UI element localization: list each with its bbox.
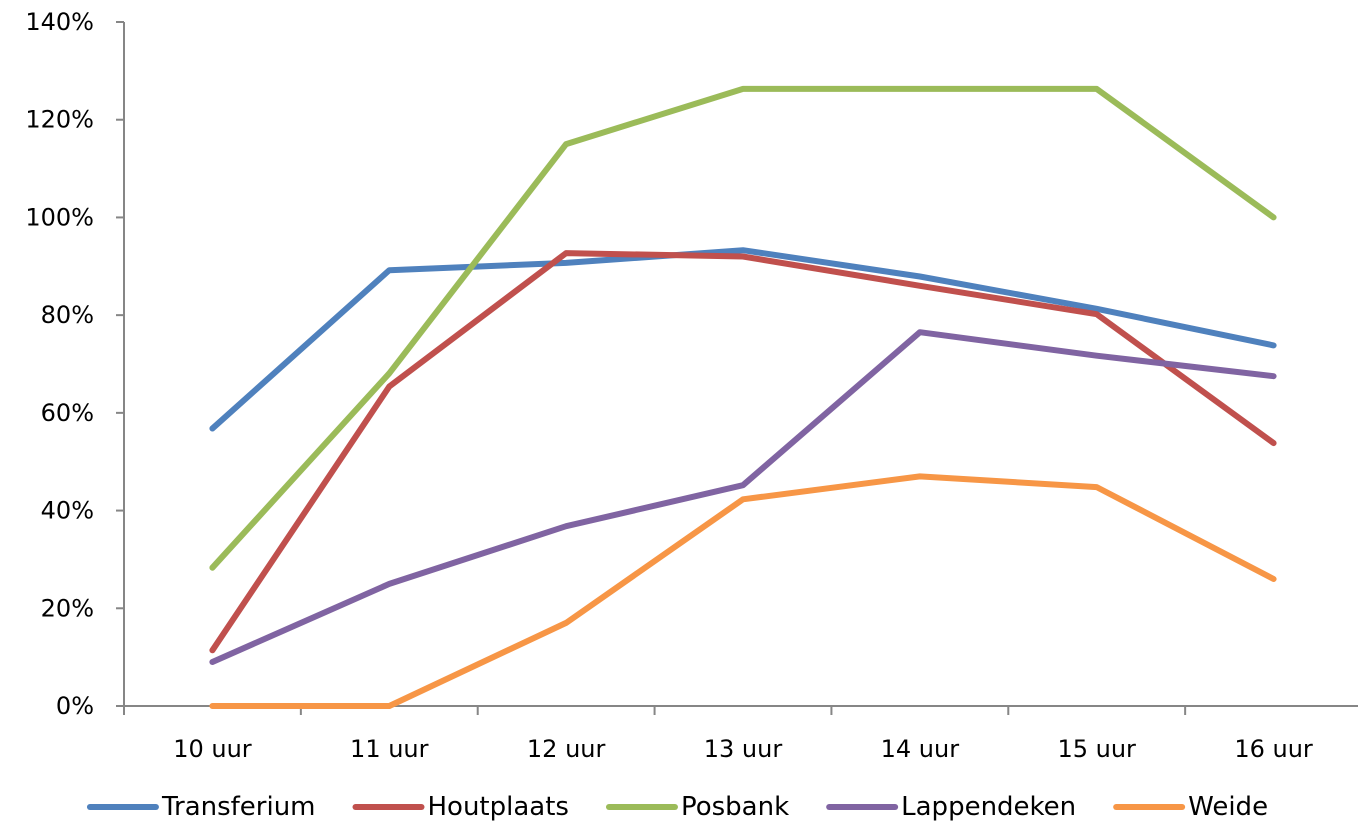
legend-label: Houtplaats <box>428 792 569 822</box>
series-line-posbank <box>209 85 1277 571</box>
y-tick-label: 40% <box>41 497 94 525</box>
legend-item-transferium: Transferium <box>86 792 316 822</box>
y-tick-label: 120% <box>25 106 94 134</box>
x-tick-label: 12 uur <box>527 735 606 763</box>
y-tick-label: 140% <box>25 8 94 36</box>
legend-item-lappendeken: Lappendeken <box>826 792 1076 822</box>
x-tick-label: 10 uur <box>173 735 252 763</box>
legend-label: Posbank <box>681 792 789 822</box>
legend-item-houtplaats: Houtplaats <box>352 792 569 822</box>
series-lines <box>209 85 1277 709</box>
x-tick-label: 13 uur <box>704 735 783 763</box>
legend-label: Weide <box>1188 792 1268 822</box>
y-tick-label: 0% <box>56 692 94 720</box>
legend-item-posbank: Posbank <box>605 792 789 822</box>
series-line-houtplaats <box>209 250 1277 654</box>
x-axis-ticks: 10 uur 11 uur 12 uur 13 uur 14 uur 15 uur 16 u… <box>123 706 1313 763</box>
y-tick-label: 80% <box>41 301 94 329</box>
x-tick-label: 15 uur <box>1057 735 1136 763</box>
legend: Transferium Houtplaats Posbank Lappendeken W… <box>86 792 1268 822</box>
y-tick-label: 60% <box>41 399 94 427</box>
series-line-transferium <box>209 247 1277 432</box>
series-line-weide <box>209 473 1277 709</box>
legend-item-weide: Weide <box>1113 792 1268 822</box>
series-line-lappendeken <box>209 329 1277 665</box>
legend-label: Lappendeken <box>901 792 1076 822</box>
y-tick-label: 100% <box>25 203 94 231</box>
x-tick-label: 14 uur <box>881 735 960 763</box>
legend-label: Transferium <box>161 792 316 822</box>
x-tick-label: 11 uur <box>350 735 429 763</box>
y-axis-ticks: 0% 20% 40% 60% 80% 100% 120% 140% <box>25 8 124 720</box>
x-tick-label: 16 uur <box>1234 735 1313 763</box>
y-tick-label: 20% <box>41 594 94 622</box>
